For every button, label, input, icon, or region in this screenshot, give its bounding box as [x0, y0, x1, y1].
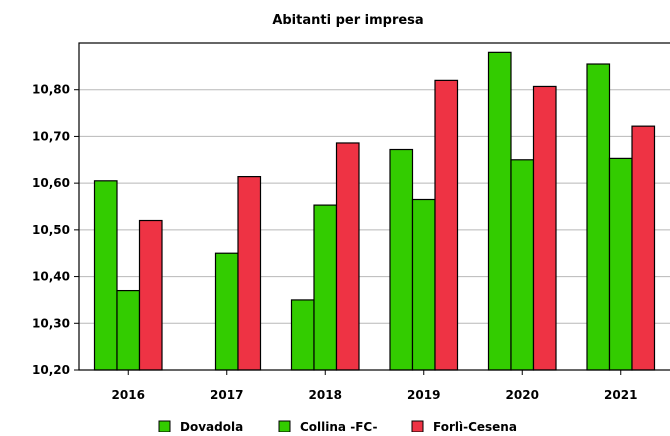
y-tick-label: 10,40: [32, 270, 70, 284]
x-tick-label: 2016: [112, 388, 145, 402]
bar: [532, 85, 557, 371]
x-tick-labels: 2016 2017 2018 2019 2020 2021: [112, 388, 638, 402]
y-tick-labels: 10,20 10,30 10,40 10,50 10,60 10,70 10,80: [32, 83, 70, 377]
y-tick-label: 10,80: [32, 83, 70, 97]
bar: [93, 180, 118, 371]
bar: [237, 176, 262, 371]
bar: [389, 148, 414, 371]
axes: [78, 42, 670, 375]
y-tick-label: 10,60: [32, 176, 70, 190]
bar: [411, 198, 436, 371]
bar: [586, 63, 611, 371]
bar: [631, 125, 656, 371]
bar: [434, 79, 459, 371]
bar: [290, 299, 315, 371]
x-tick-label: 2019: [407, 388, 440, 402]
bars: [93, 51, 656, 371]
y-tick-label: 10,30: [32, 316, 70, 330]
y-tick-label: 10,20: [32, 363, 70, 377]
gridlines: [74, 89, 670, 371]
legend-swatch: [411, 420, 424, 433]
x-tick-label: 2020: [506, 388, 539, 402]
legend-swatch: [278, 420, 291, 433]
legend-label: Forlì-Cesena: [433, 420, 517, 432]
bar: [335, 142, 360, 371]
bar: [487, 51, 512, 371]
chart-title: Abitanti per impresa: [272, 13, 423, 28]
bar: [510, 159, 535, 371]
legend: Dovadola Collina -FC- Forlì-Cesena: [158, 420, 517, 434]
y-tick-label: 10,50: [32, 223, 70, 237]
bar: [313, 204, 338, 371]
x-tick-label: 2021: [604, 388, 637, 402]
y-tick-label: 10,70: [32, 129, 70, 143]
bar: [116, 289, 141, 371]
x-tick-label: 2018: [309, 388, 342, 402]
legend-swatch: [158, 420, 171, 433]
legend-label: Collina -FC-: [300, 420, 377, 432]
bar: [138, 219, 163, 371]
bar: [608, 157, 633, 371]
x-tick-label: 2017: [210, 388, 243, 402]
legend-label: Dovadola: [180, 420, 243, 432]
bar: [214, 252, 239, 371]
plot-frame: [78, 42, 670, 371]
